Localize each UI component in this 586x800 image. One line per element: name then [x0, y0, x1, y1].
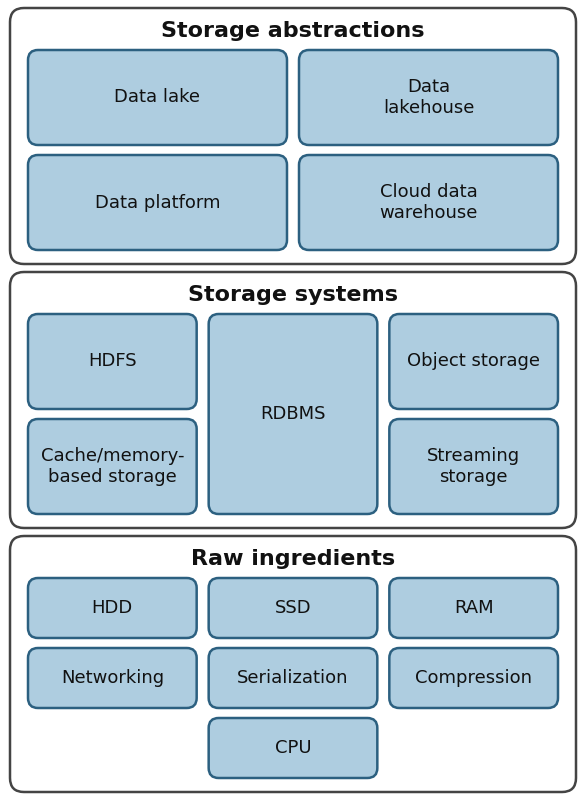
- FancyBboxPatch shape: [10, 536, 576, 792]
- Text: Data
lakehouse: Data lakehouse: [383, 78, 474, 117]
- Text: Storage systems: Storage systems: [188, 285, 398, 305]
- FancyBboxPatch shape: [28, 419, 197, 514]
- FancyBboxPatch shape: [389, 419, 558, 514]
- Text: Data platform: Data platform: [95, 194, 220, 211]
- FancyBboxPatch shape: [389, 578, 558, 638]
- Text: Serialization: Serialization: [237, 669, 349, 687]
- FancyBboxPatch shape: [299, 155, 558, 250]
- FancyBboxPatch shape: [299, 50, 558, 145]
- FancyBboxPatch shape: [10, 272, 576, 528]
- Text: HDD: HDD: [91, 599, 133, 617]
- Text: Object storage: Object storage: [407, 353, 540, 370]
- FancyBboxPatch shape: [28, 648, 197, 708]
- FancyBboxPatch shape: [28, 50, 287, 145]
- Text: Data lake: Data lake: [114, 89, 200, 106]
- Text: Networking: Networking: [61, 669, 164, 687]
- FancyBboxPatch shape: [389, 314, 558, 409]
- FancyBboxPatch shape: [209, 314, 377, 514]
- FancyBboxPatch shape: [28, 155, 287, 250]
- Text: Raw ingredients: Raw ingredients: [191, 549, 395, 569]
- FancyBboxPatch shape: [28, 314, 197, 409]
- FancyBboxPatch shape: [28, 578, 197, 638]
- Text: Cache/memory-
based storage: Cache/memory- based storage: [40, 447, 184, 486]
- FancyBboxPatch shape: [10, 8, 576, 264]
- Text: RAM: RAM: [454, 599, 493, 617]
- Text: CPU: CPU: [275, 739, 311, 757]
- Text: Streaming
storage: Streaming storage: [427, 447, 520, 486]
- FancyBboxPatch shape: [209, 648, 377, 708]
- Text: RDBMS: RDBMS: [260, 405, 326, 423]
- Text: HDFS: HDFS: [88, 353, 137, 370]
- FancyBboxPatch shape: [209, 578, 377, 638]
- Text: SSD: SSD: [275, 599, 311, 617]
- Text: Compression: Compression: [415, 669, 532, 687]
- Text: Storage abstractions: Storage abstractions: [161, 21, 425, 41]
- FancyBboxPatch shape: [209, 718, 377, 778]
- FancyBboxPatch shape: [389, 648, 558, 708]
- Text: Cloud data
warehouse: Cloud data warehouse: [379, 183, 478, 222]
